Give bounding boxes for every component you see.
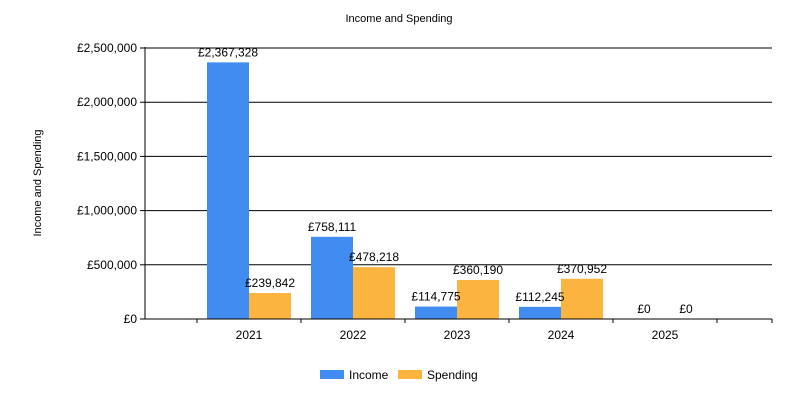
bar-income <box>311 236 353 319</box>
x-tick-label: 2023 <box>444 328 471 342</box>
data-label: £478,218 <box>349 250 399 264</box>
data-label: £239,842 <box>245 276 295 290</box>
bar-spending <box>561 278 603 319</box>
y-axis-label: Income and Spending <box>32 129 44 236</box>
data-label: £2,367,328 <box>198 45 258 59</box>
data-label: £0 <box>637 302 651 316</box>
x-tick-labels: 2021 2022 2023 2024 2025 <box>236 328 679 342</box>
legend-swatch-income <box>320 370 344 379</box>
x-tick-label: 2024 <box>548 328 575 342</box>
bar-spending <box>249 293 291 319</box>
data-label: £0 <box>679 302 693 316</box>
data-labels: £2,367,328 £758,111 £114,775 £112,245 £0 £239… <box>198 45 693 316</box>
y-tick-label: £2,500,000 <box>77 41 137 55</box>
y-tick-labels: £0 £500,000 £1,000,000 £1,500,000 £2,000,000… <box>77 41 137 326</box>
bar-income <box>519 306 561 319</box>
legend: Income Spending <box>320 368 478 382</box>
bar-spending <box>457 279 499 319</box>
bar-spending <box>353 267 395 319</box>
y-tick-label: £500,000 <box>87 258 137 272</box>
data-label: £112,245 <box>515 290 564 304</box>
bars <box>207 62 603 319</box>
y-tick-label: £2,000,000 <box>77 95 137 109</box>
x-tick-label: 2021 <box>236 328 263 342</box>
legend-swatch-spending <box>398 370 422 379</box>
y-tick-label: £0 <box>124 312 138 326</box>
legend-label-spending: Spending <box>427 368 478 382</box>
bar-income <box>415 306 457 319</box>
data-label: £758,111 <box>308 220 357 234</box>
legend-label-income: Income <box>349 368 389 382</box>
y-tick-label: £1,000,000 <box>77 204 137 218</box>
x-tick-label: 2025 <box>652 328 679 342</box>
data-label: £370,952 <box>557 262 607 276</box>
bar-income <box>207 62 249 319</box>
x-tick-label: 2022 <box>340 328 367 342</box>
data-label: £360,190 <box>453 263 503 277</box>
chart-title: Income and Spending <box>345 13 452 25</box>
gridlines <box>145 47 772 266</box>
data-label: £114,775 <box>411 290 460 304</box>
axes <box>140 47 773 323</box>
y-tick-label: £1,500,000 <box>77 149 137 163</box>
